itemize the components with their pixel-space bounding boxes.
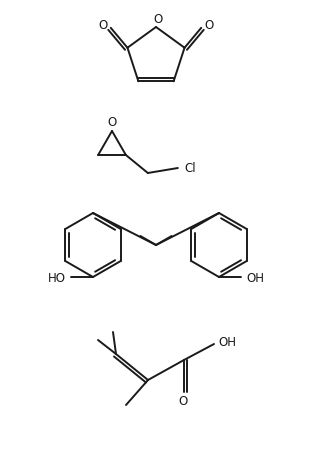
Text: O: O bbox=[107, 116, 117, 129]
Text: O: O bbox=[98, 19, 107, 32]
Text: HO: HO bbox=[48, 271, 66, 284]
Text: O: O bbox=[205, 19, 214, 32]
Text: OH: OH bbox=[246, 271, 264, 284]
Text: O: O bbox=[153, 12, 163, 25]
Text: Cl: Cl bbox=[184, 161, 196, 174]
Text: O: O bbox=[178, 394, 187, 408]
Text: OH: OH bbox=[218, 336, 236, 349]
